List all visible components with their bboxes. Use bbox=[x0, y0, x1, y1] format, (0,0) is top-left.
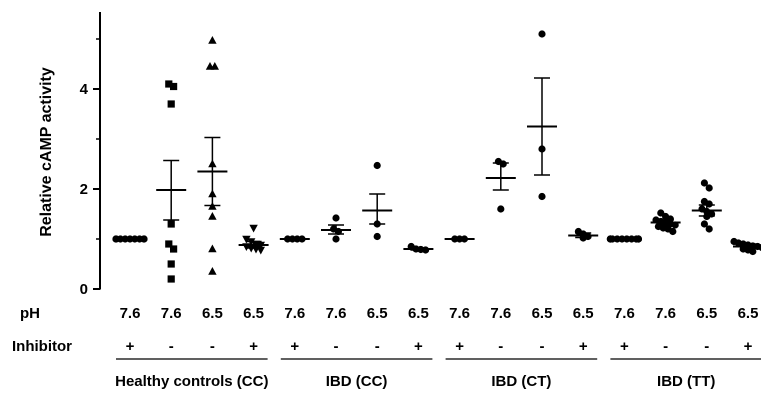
ph-value-label: 7.6 bbox=[614, 305, 635, 322]
inhibitor-row-label: Inhibitor bbox=[12, 338, 72, 355]
inhibitor-value-label: - bbox=[540, 338, 545, 355]
data-point bbox=[242, 235, 251, 244]
y-axis-title: Relative cAMP activity bbox=[38, 67, 55, 237]
ph-value-label: 6.5 bbox=[696, 305, 717, 322]
data-point bbox=[538, 30, 546, 38]
ph-value-label: 6.5 bbox=[243, 305, 264, 322]
inhibitor-value-label: - bbox=[210, 338, 215, 355]
inhibitor-value-label: + bbox=[249, 338, 258, 355]
ph-value-label: 7.6 bbox=[120, 305, 141, 322]
data-point bbox=[170, 82, 178, 91]
inhibitor-value-label: + bbox=[290, 338, 299, 355]
group-label: IBD (CT) bbox=[491, 373, 551, 390]
data-point bbox=[249, 224, 258, 233]
ph-value-label: 6.5 bbox=[408, 305, 429, 322]
ph-value-label: 6.5 bbox=[738, 305, 759, 322]
data-point bbox=[208, 267, 217, 275]
data-point bbox=[666, 215, 675, 223]
y-tick-label: 4 bbox=[80, 81, 89, 98]
data-point bbox=[208, 244, 217, 253]
data-point bbox=[705, 225, 713, 233]
data-point bbox=[700, 179, 709, 187]
ph-value-label: 7.6 bbox=[449, 305, 470, 322]
ph-value-label: 7.6 bbox=[284, 305, 305, 322]
inhibitor-value-label: - bbox=[663, 338, 668, 355]
inhibitor-value-label: + bbox=[126, 338, 135, 355]
data-point bbox=[373, 232, 381, 241]
ph-value-label: 7.6 bbox=[655, 305, 676, 322]
inhibitor-value-label: + bbox=[620, 338, 629, 355]
data-point bbox=[165, 80, 173, 88]
ph-value-label: 7.6 bbox=[490, 305, 511, 322]
data-point bbox=[332, 235, 340, 243]
ph-value-label: 7.6 bbox=[326, 305, 347, 322]
data-point bbox=[705, 184, 713, 192]
group-label: IBD (TT) bbox=[657, 373, 715, 390]
inhibitor-value-label: + bbox=[744, 338, 753, 355]
data-point bbox=[208, 212, 217, 220]
data-point bbox=[700, 220, 709, 228]
data-point bbox=[165, 240, 173, 248]
data-point bbox=[210, 62, 219, 70]
ph-value-label: 6.5 bbox=[202, 305, 223, 322]
ph-value-label: 6.5 bbox=[532, 305, 553, 322]
data-point bbox=[497, 205, 505, 213]
data-point bbox=[749, 247, 757, 256]
data-point bbox=[167, 220, 175, 228]
data-point bbox=[538, 192, 546, 201]
inhibitor-value-label: - bbox=[498, 338, 503, 355]
y-tick-label: 0 bbox=[80, 281, 88, 298]
inhibitor-value-label: - bbox=[169, 338, 174, 355]
inhibitor-value-label: + bbox=[455, 338, 464, 355]
plot-area: 0 2 4 7.6 +7.6 - 6.5 - 6.5 + Healthy controls (CC)… bbox=[80, 12, 761, 390]
data-point bbox=[167, 260, 175, 268]
data-point bbox=[373, 161, 381, 170]
inhibitor-value-label: - bbox=[704, 338, 709, 355]
ph-value-label: 7.6 bbox=[161, 305, 182, 322]
group-label: Healthy controls (CC) bbox=[115, 373, 268, 390]
data-point bbox=[332, 214, 340, 222]
inhibitor-value-label: - bbox=[334, 338, 339, 355]
group-label: IBD (CC) bbox=[326, 373, 388, 390]
y-tick-label: 2 bbox=[80, 181, 88, 198]
inhibitor-value-label: + bbox=[414, 338, 423, 355]
inhibitor-value-label: + bbox=[579, 338, 588, 355]
inhibitor-value-label: - bbox=[375, 338, 380, 355]
data-point bbox=[669, 227, 677, 236]
data-point bbox=[167, 275, 175, 283]
ph-row-label: pH bbox=[20, 305, 40, 322]
data-point bbox=[170, 245, 178, 253]
data-point bbox=[167, 100, 175, 108]
ph-value-label: 6.5 bbox=[367, 305, 388, 322]
ph-value-label: 6.5 bbox=[573, 305, 594, 322]
data-point bbox=[208, 36, 217, 44]
